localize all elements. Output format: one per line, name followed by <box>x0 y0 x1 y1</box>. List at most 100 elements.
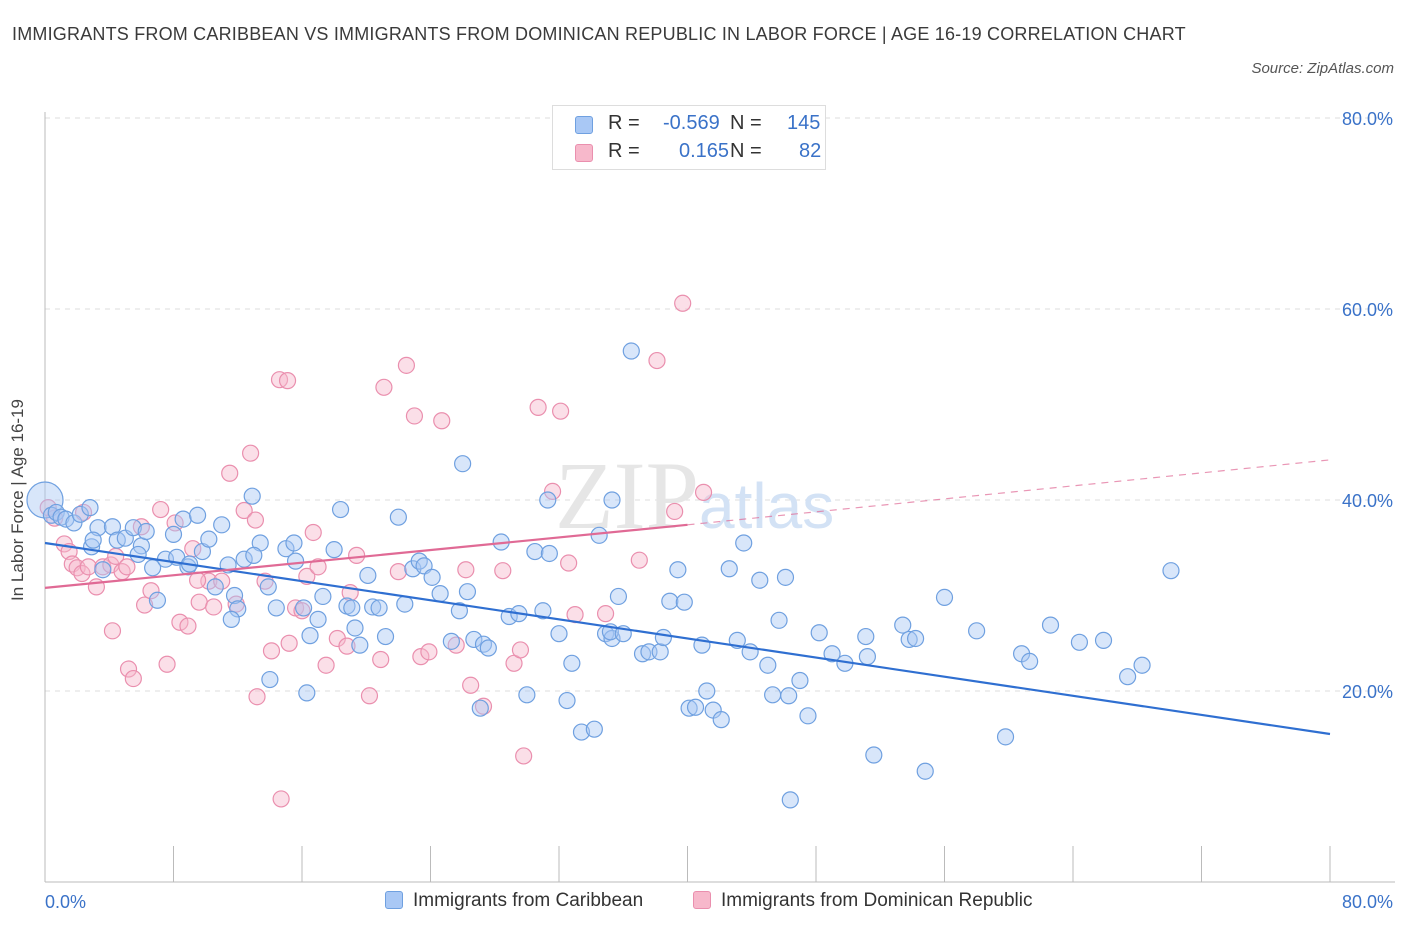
legend-swatch-dominican <box>693 891 711 909</box>
data-point-caribbean <box>298 684 316 702</box>
data-point-caribbean <box>781 791 799 809</box>
data-point-caribbean <box>454 455 472 473</box>
data-point-dominican <box>457 561 475 579</box>
data-point-caribbean <box>376 627 395 646</box>
data-point-dominican <box>338 637 356 655</box>
series-dominican-points <box>39 294 713 808</box>
data-point-caribbean <box>780 687 798 705</box>
data-point-dominican <box>360 687 379 705</box>
data-point-caribbean <box>1021 652 1039 670</box>
y-tick-label: 40.0% <box>1342 491 1393 511</box>
legend-item-dominican: Immigrants from Dominican Republic <box>693 890 1033 916</box>
data-point-caribbean <box>916 762 934 780</box>
data-point-dominican <box>630 551 648 569</box>
data-point-caribbean <box>712 711 730 729</box>
data-point-dominican <box>552 402 570 420</box>
data-point-caribbean <box>465 630 483 649</box>
data-point-dominican <box>242 444 260 462</box>
data-point-caribbean <box>633 645 652 663</box>
data-point-caribbean <box>968 622 986 640</box>
data-point-caribbean <box>343 599 361 617</box>
data-point-caribbean <box>935 588 954 607</box>
data-point-dominican <box>389 563 407 581</box>
data-point-caribbean <box>423 568 441 586</box>
data-point-caribbean <box>471 699 489 717</box>
data-point-caribbean <box>222 610 240 628</box>
legend-r-value: 0.165 <box>679 140 730 162</box>
data-point-caribbean <box>1070 633 1089 651</box>
data-point-caribbean <box>540 544 558 563</box>
data-point-caribbean <box>857 627 875 646</box>
data-point-caribbean <box>680 699 698 717</box>
stats-legend: R = -0.569 N = 145 R = 0.165 N = 82 <box>552 105 826 170</box>
data-point-dominican <box>142 582 160 600</box>
y-tick-label: 60.0% <box>1342 300 1393 320</box>
data-point-caribbean <box>346 619 364 637</box>
grid-lines <box>45 117 1390 692</box>
data-point-dominican <box>246 511 265 529</box>
data-point-dominican <box>304 523 322 542</box>
y-tick-label: 20.0% <box>1342 682 1393 702</box>
data-point-caribbean <box>791 671 809 690</box>
legend-label-dominican: Immigrants from Dominican Republic <box>721 890 1033 911</box>
data-point-caribbean <box>458 583 477 601</box>
data-point-caribbean <box>164 525 183 543</box>
data-point-caribbean <box>698 682 716 700</box>
data-point-caribbean <box>585 720 603 738</box>
data-point-dominican <box>405 407 424 425</box>
data-point-caribbean <box>370 599 388 617</box>
data-point-dominican <box>375 378 393 396</box>
data-point-dominican <box>119 660 138 678</box>
data-point-caribbean <box>686 698 705 716</box>
data-point-caribbean <box>148 591 167 609</box>
watermark: ZIPatlas <box>555 442 834 549</box>
data-point-dominican <box>205 598 223 616</box>
data-point-caribbean <box>720 560 738 578</box>
data-point-dominican <box>248 688 266 706</box>
data-point-dominican <box>412 648 430 666</box>
data-point-caribbean <box>1094 631 1113 649</box>
data-point-caribbean <box>47 503 65 522</box>
data-point-caribbean <box>235 550 253 568</box>
data-point-caribbean <box>137 522 155 541</box>
y-tick-label: 80.0% <box>1342 109 1393 129</box>
data-point-caribbean <box>622 342 640 360</box>
source-credit: Source: ZipAtlas.com <box>1251 60 1394 77</box>
data-point-caribbean <box>103 518 122 536</box>
data-point-dominican <box>433 412 451 430</box>
data-point-dominican <box>124 669 142 688</box>
data-point-caribbean <box>174 510 192 528</box>
y-axis-label-text: In Labor Force | Age 16-19 <box>8 399 27 601</box>
data-point-caribbean <box>188 506 207 524</box>
data-point-dominican <box>272 790 290 808</box>
data-point-caribbean <box>479 639 497 657</box>
data-point-caribbean <box>364 598 382 616</box>
data-point-caribbean <box>906 629 925 648</box>
data-point-caribbean <box>603 491 621 509</box>
data-point-caribbean <box>286 552 305 570</box>
data-point-caribbean <box>810 624 828 642</box>
data-point-caribbean <box>243 487 261 505</box>
x-tick-label: 0.0% <box>45 892 86 912</box>
trend-lines <box>44 459 1331 736</box>
data-point-caribbean <box>261 670 279 689</box>
data-point-caribbean <box>675 593 693 611</box>
data-point-caribbean <box>776 568 795 586</box>
data-point-caribbean <box>295 599 313 617</box>
data-point-caribbean <box>285 534 303 552</box>
data-point-caribbean <box>759 656 777 674</box>
data-point-caribbean <box>799 707 817 725</box>
data-point-caribbean <box>229 600 247 618</box>
data-point-dominican <box>309 558 327 576</box>
legend-r-value: -0.569 <box>663 112 720 134</box>
axes <box>44 112 1395 883</box>
data-point-caribbean <box>389 508 407 526</box>
data-point-caribbean <box>129 545 147 564</box>
data-point-dominican <box>152 500 170 519</box>
data-point-caribbean <box>410 552 428 570</box>
data-point-dominican <box>135 596 154 614</box>
data-point-dominican <box>73 564 91 583</box>
legend-r-label: R = <box>608 140 640 162</box>
data-point-caribbean <box>359 566 377 585</box>
